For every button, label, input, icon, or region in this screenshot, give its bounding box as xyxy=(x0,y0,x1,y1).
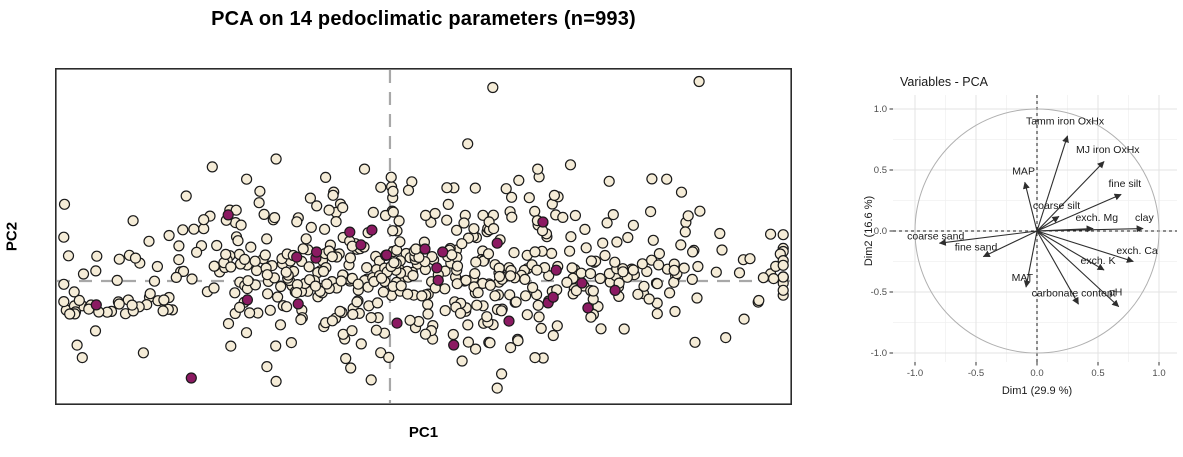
variable-label: clay xyxy=(1135,212,1154,224)
scatter-points xyxy=(58,75,789,394)
variable-label: MAP xyxy=(1012,166,1035,178)
svg-text:0.5: 0.5 xyxy=(874,165,887,176)
variable-labels: Tamm iron OxHx MJ iron OxHx MAP fine silt co… xyxy=(907,116,1158,300)
variables-plot-title: Variables - PCA xyxy=(900,75,989,89)
variable-label: fine sand xyxy=(955,241,998,253)
zero-dashed-lines xyxy=(893,95,1177,362)
variable-label: exch. Ca xyxy=(1116,245,1158,257)
svg-text:0.5: 0.5 xyxy=(1091,368,1104,379)
variable-label: Tamm iron OxHx xyxy=(1026,116,1105,128)
svg-text:-1.0: -1.0 xyxy=(871,348,887,359)
scatter-y-axis-label: PC2 xyxy=(3,221,21,252)
variable-label: pH xyxy=(1109,287,1122,299)
svg-text:1.0: 1.0 xyxy=(1152,368,1165,379)
variables-y-axis-label: Dim2 (16.6 %) xyxy=(863,196,875,266)
scatter-plot-title: PCA on 14 pedoclimatic parameters (n=993… xyxy=(211,8,636,30)
variable-label: coarse sand xyxy=(907,230,964,242)
svg-text:-1.0: -1.0 xyxy=(907,368,923,379)
variables-pca-plot: Tamm iron OxHx MJ iron OxHx MAP fine silt co… xyxy=(863,75,1177,397)
plot-border xyxy=(55,68,792,405)
axis-ticks: -1.0 -1.0 -0.5 -0.5 0.0 0.0 0.5 0.5 1.0 1.0 xyxy=(871,104,1166,379)
variable-label: MAT xyxy=(1012,272,1034,284)
svg-text:0.0: 0.0 xyxy=(874,226,887,237)
pca-scatter-plot xyxy=(55,68,792,405)
variable-label: coarse silt xyxy=(1033,200,1080,212)
correlation-circle xyxy=(914,108,1160,354)
svg-text:-0.5: -0.5 xyxy=(871,287,887,298)
variable-label: carbonate content xyxy=(1032,288,1116,300)
svg-text:0.0: 0.0 xyxy=(1030,368,1043,379)
variable-label: fine silt xyxy=(1108,178,1141,190)
variable-label: exch. Mg xyxy=(1075,212,1118,224)
scatter-x-axis-label: PC1 xyxy=(408,424,439,441)
svg-text:1.0: 1.0 xyxy=(874,104,887,115)
variable-label: exch. K xyxy=(1080,255,1115,267)
svg-text:-0.5: -0.5 xyxy=(968,368,984,379)
variable-label: MJ iron OxHx xyxy=(1076,144,1140,156)
variables-x-axis-label: Dim1 (29.9 %) xyxy=(1002,385,1072,397)
scatter-highlight-points xyxy=(90,209,621,384)
variable-arrows xyxy=(938,135,1144,308)
